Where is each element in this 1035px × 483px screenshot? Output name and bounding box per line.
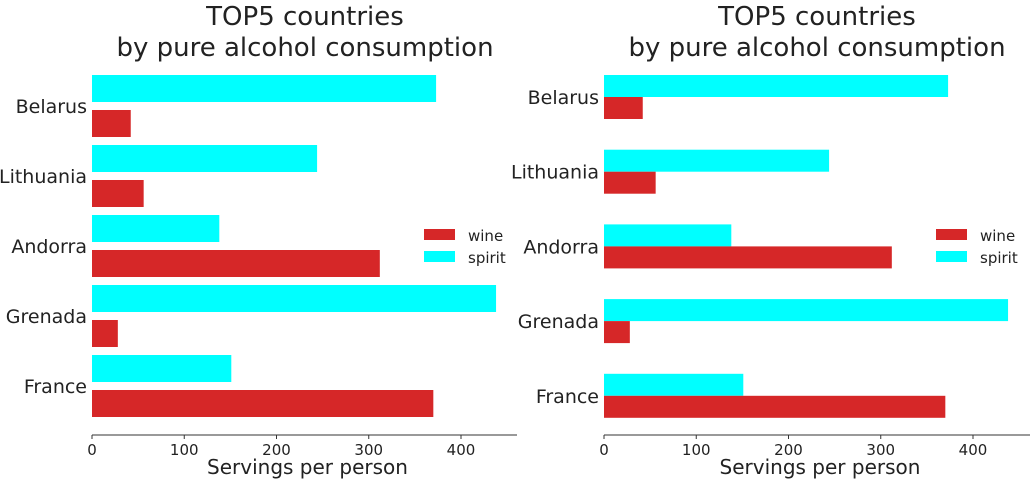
legend-swatch-wine	[936, 229, 967, 240]
y-tick-label: Andorra	[523, 236, 599, 258]
y-tick-label: Lithuania	[0, 166, 87, 188]
x-tick-label: 200	[262, 441, 291, 459]
bar-wine-lithuania	[92, 180, 144, 207]
legend-swatch-spirit	[936, 251, 967, 262]
bar-wine-france	[604, 395, 946, 418]
x-tick-label: 0	[87, 441, 97, 459]
bar-wine-andorra	[92, 250, 380, 277]
bar-spirit-france	[604, 373, 744, 396]
x-tick-label: 100	[682, 441, 711, 459]
bar-spirit-grenada	[92, 285, 497, 312]
bar-spirit-andorra	[604, 224, 732, 247]
x-tick-label: 100	[170, 441, 199, 459]
bar-spirit-belarus	[604, 75, 949, 97]
x-axis-label: Servings per person	[720, 455, 921, 479]
x-tick-label: 200	[774, 441, 803, 459]
bar-wine-andorra	[604, 246, 892, 269]
x-axis-label: Servings per person	[207, 455, 408, 479]
bar-wine-grenada	[604, 321, 630, 344]
x-tick-label: 300	[866, 441, 895, 459]
y-tick-label: France	[536, 386, 599, 408]
legend-label-spirit: spirit	[468, 249, 506, 267]
bar-wine-belarus	[604, 97, 643, 119]
y-tick-label: Grenada	[518, 311, 599, 333]
y-tick-label: Grenada	[6, 306, 87, 328]
x-tick-label: 0	[599, 441, 609, 459]
bar-spirit-lithuania	[604, 149, 830, 172]
bar-spirit-grenada	[604, 299, 1009, 322]
legend-label-wine: wine	[468, 227, 503, 245]
y-tick-label: Lithuania	[511, 162, 599, 184]
legend-swatch-spirit	[424, 251, 455, 262]
bar-wine-lithuania	[604, 171, 656, 194]
legend-swatch-wine	[424, 229, 455, 240]
chart-title-line-2: by pure alcohol consumption	[116, 33, 493, 63]
x-tick-label: 300	[354, 441, 383, 459]
legend-label-spirit: spirit	[980, 249, 1018, 267]
chart-title-line-1: TOP5 countries	[205, 2, 404, 32]
bar-spirit-lithuania	[92, 145, 318, 172]
x-tick-label: 400	[447, 441, 476, 459]
legend-label-wine: wine	[980, 227, 1015, 245]
chart-title-line-1: TOP5 countries	[717, 2, 916, 32]
y-tick-label: Belarus	[528, 87, 599, 109]
y-tick-label: France	[24, 376, 87, 398]
bar-wine-france	[92, 390, 434, 417]
chart-title-line-2: by pure alcohol consumption	[628, 33, 1005, 63]
bar-spirit-andorra	[92, 215, 220, 242]
y-tick-label: Andorra	[11, 236, 87, 258]
x-tick-label: 400	[959, 441, 988, 459]
bar-wine-belarus	[92, 110, 131, 137]
bar-spirit-belarus	[92, 75, 437, 102]
bar-spirit-france	[92, 355, 232, 382]
y-tick-label: Belarus	[16, 96, 87, 118]
bar-wine-grenada	[92, 320, 118, 347]
